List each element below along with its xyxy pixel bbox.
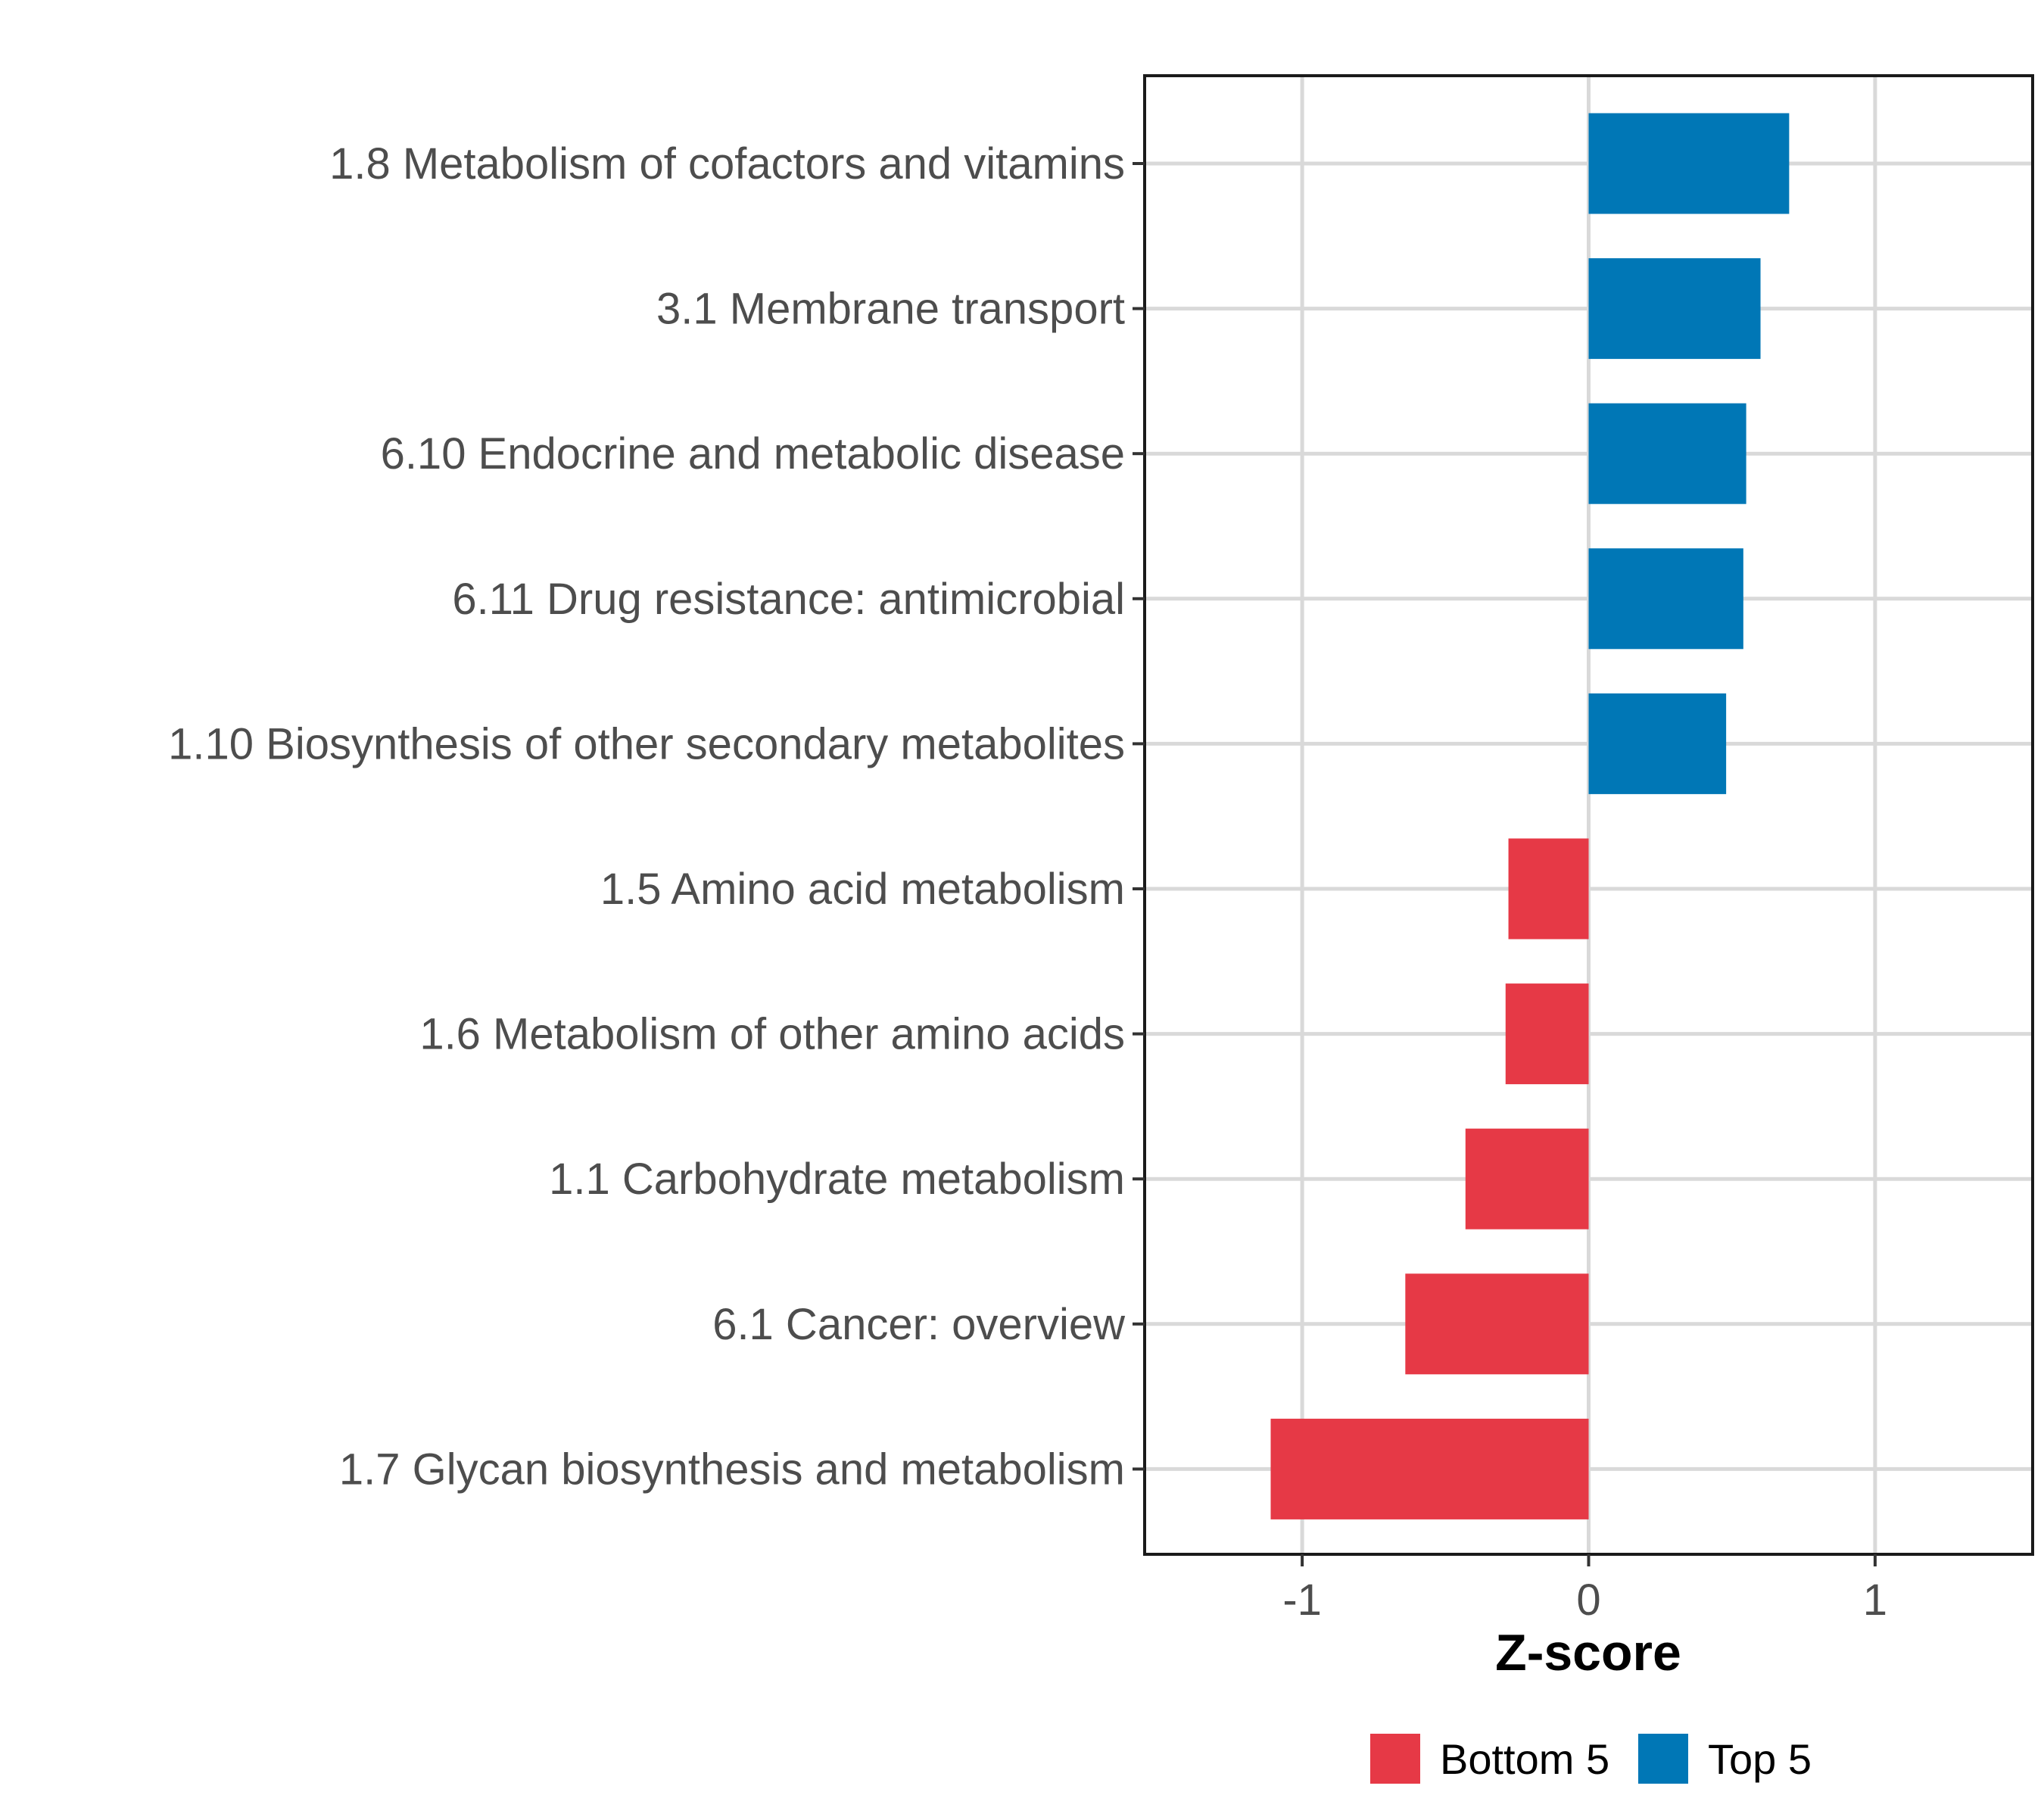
legend-label: Bottom 5: [1440, 1735, 1609, 1783]
bar: [1270, 1418, 1589, 1519]
category-label: 6.1 Cancer: overview: [712, 1300, 1126, 1349]
category-label: 6.10 Endocrine and metabolic disease: [381, 429, 1125, 478]
x-axis-labels: -1 0 1: [1282, 1575, 1887, 1625]
legend: Bottom 5 Top 5: [1370, 1734, 1812, 1784]
category-label: 1.10 Biosynthesis of other secondary met…: [168, 719, 1125, 768]
bar: [1588, 403, 1746, 504]
legend-swatch: [1638, 1734, 1688, 1784]
bar: [1588, 548, 1743, 650]
category-label: 3.1 Membrane transport: [656, 285, 1125, 334]
bar: [1465, 1128, 1589, 1230]
y-axis-labels: 1.8 Metabolism of cofactors and vitamins…: [168, 139, 1126, 1494]
category-label: 1.6 Metabolism of other amino acids: [419, 1010, 1125, 1059]
bar: [1508, 838, 1589, 940]
category-label: 1.5 Amino acid metabolism: [600, 865, 1125, 914]
legend-label: Top 5: [1708, 1735, 1812, 1783]
x-axis-ticks: [1301, 1554, 1877, 1566]
bar: [1588, 258, 1761, 360]
y-axis-ticks: [1133, 162, 1145, 1471]
category-label: 6.11 Drug resistance: antimicrobial: [452, 575, 1125, 624]
category-label: 1.1 Carbohydrate metabolism: [549, 1155, 1125, 1204]
x-tick-label: -1: [1282, 1575, 1322, 1625]
bar: [1588, 693, 1727, 794]
bar: [1405, 1273, 1589, 1375]
x-tick-label: 0: [1576, 1575, 1600, 1625]
bar: [1588, 113, 1790, 214]
x-tick-label: 1: [1863, 1575, 1887, 1625]
category-label: 1.8 Metabolism of cofactors and vitamins: [329, 139, 1125, 189]
bars: [1270, 113, 1790, 1519]
category-label: 1.7 Glycan biosynthesis and metabolism: [339, 1445, 1125, 1494]
bar: [1505, 983, 1589, 1085]
x-axis-title: Z-score: [1495, 1624, 1681, 1681]
legend-swatch: [1370, 1734, 1420, 1784]
